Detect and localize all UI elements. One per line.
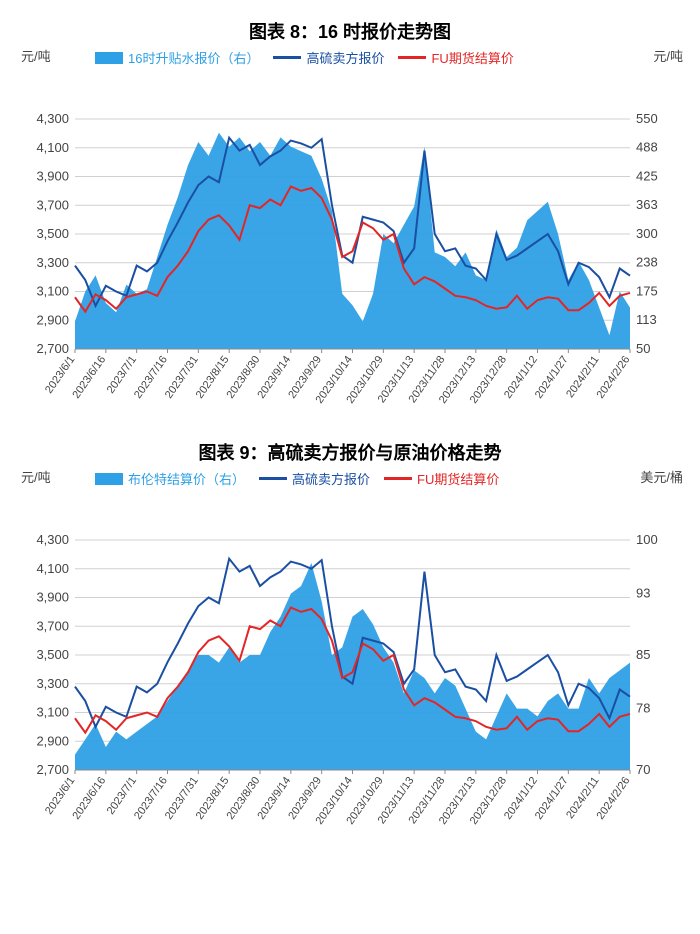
svg-text:3,300: 3,300 (36, 676, 69, 691)
svg-text:4,100: 4,100 (36, 561, 69, 576)
svg-text:2,900: 2,900 (36, 733, 69, 748)
svg-text:85: 85 (636, 647, 650, 662)
legend-label: 布伦特结算价（右） (128, 469, 245, 488)
svg-text:3,700: 3,700 (36, 197, 69, 212)
svg-text:4,300: 4,300 (36, 532, 69, 547)
svg-text:3,500: 3,500 (36, 226, 69, 241)
svg-text:78: 78 (636, 701, 650, 716)
legend-label: 高硫卖方报价 (292, 469, 370, 488)
svg-text:4,300: 4,300 (36, 111, 69, 126)
svg-text:3,100: 3,100 (36, 284, 69, 299)
legend-item: 16时升贴水报价（右） (95, 48, 259, 67)
chart9-yright-label: 美元/桶 (640, 467, 683, 486)
svg-text:3,100: 3,100 (36, 705, 69, 720)
svg-text:2,900: 2,900 (36, 312, 69, 327)
legend-line-swatch (384, 477, 412, 480)
svg-text:2,700: 2,700 (36, 341, 69, 356)
chart9-legend: 布伦特结算价（右） 高硫卖方报价 FU期货结算价 (15, 469, 685, 488)
chart8-svg: 2,700 2,900 3,100 3,300 3,500 3,700 3,900 4,100… (15, 69, 685, 429)
legend-line-swatch (273, 56, 301, 59)
legend-label: 16时升贴水报价（右） (128, 48, 259, 67)
svg-text:113: 113 (636, 312, 657, 327)
legend-item: FU期货结算价 (398, 48, 513, 67)
chart9-svg: 2,700 2,900 3,100 3,300 3,500 3,700 3,900 4,100… (15, 490, 685, 850)
svg-text:550: 550 (636, 111, 658, 126)
svg-text:3,900: 3,900 (36, 169, 69, 184)
svg-text:3,300: 3,300 (36, 255, 69, 270)
chart8-title: 图表 8：16 时报价走势图 (10, 18, 690, 44)
legend-item: 高硫卖方报价 (273, 48, 384, 67)
svg-text:488: 488 (636, 140, 658, 155)
legend-label: FU期货结算价 (431, 48, 513, 67)
svg-text:363: 363 (636, 197, 658, 212)
chart9-yleft-label: 元/吨 (21, 467, 51, 486)
svg-text:2,700: 2,700 (36, 762, 69, 777)
chart8-legend: 16时升贴水报价（右） 高硫卖方报价 FU期货结算价 (15, 48, 685, 67)
legend-item: FU期货结算价 (384, 469, 499, 488)
svg-text:175: 175 (636, 284, 658, 299)
svg-text:300: 300 (636, 226, 658, 241)
svg-text:3,900: 3,900 (36, 590, 69, 605)
svg-text:3,500: 3,500 (36, 647, 69, 662)
chart8-yright-label: 元/吨 (653, 46, 683, 65)
chart8-container: 元/吨 元/吨 16时升贴水报价（右）高硫卖方报价FU期货结算价 2,7002,… (15, 48, 685, 429)
svg-text:3,700: 3,700 (36, 618, 69, 633)
svg-text:100: 100 (636, 532, 658, 547)
legend-line-swatch (259, 477, 287, 480)
svg-text:93: 93 (636, 586, 650, 601)
svg-text:50: 50 (636, 341, 650, 356)
legend-line-swatch (398, 56, 426, 59)
legend-item: 高硫卖方报价 (259, 469, 370, 488)
legend-area-swatch (95, 52, 123, 64)
svg-text:70: 70 (636, 762, 650, 777)
chart8-yleft-label: 元/吨 (21, 46, 51, 65)
chart9-title: 图表 9：高硫卖方报价与原油价格走势 (10, 439, 690, 465)
svg-text:4,100: 4,100 (36, 140, 69, 155)
svg-text:238: 238 (636, 255, 658, 270)
legend-area-swatch (95, 473, 123, 485)
legend-item: 布伦特结算价（右） (95, 469, 245, 488)
svg-text:425: 425 (636, 169, 658, 184)
legend-label: FU期货结算价 (417, 469, 499, 488)
legend-label: 高硫卖方报价 (306, 48, 384, 67)
chart9-container: 元/吨 美元/桶 布伦特结算价（右） 高硫卖方报价 FU期货结算价 2,700 2,9… (15, 469, 685, 850)
